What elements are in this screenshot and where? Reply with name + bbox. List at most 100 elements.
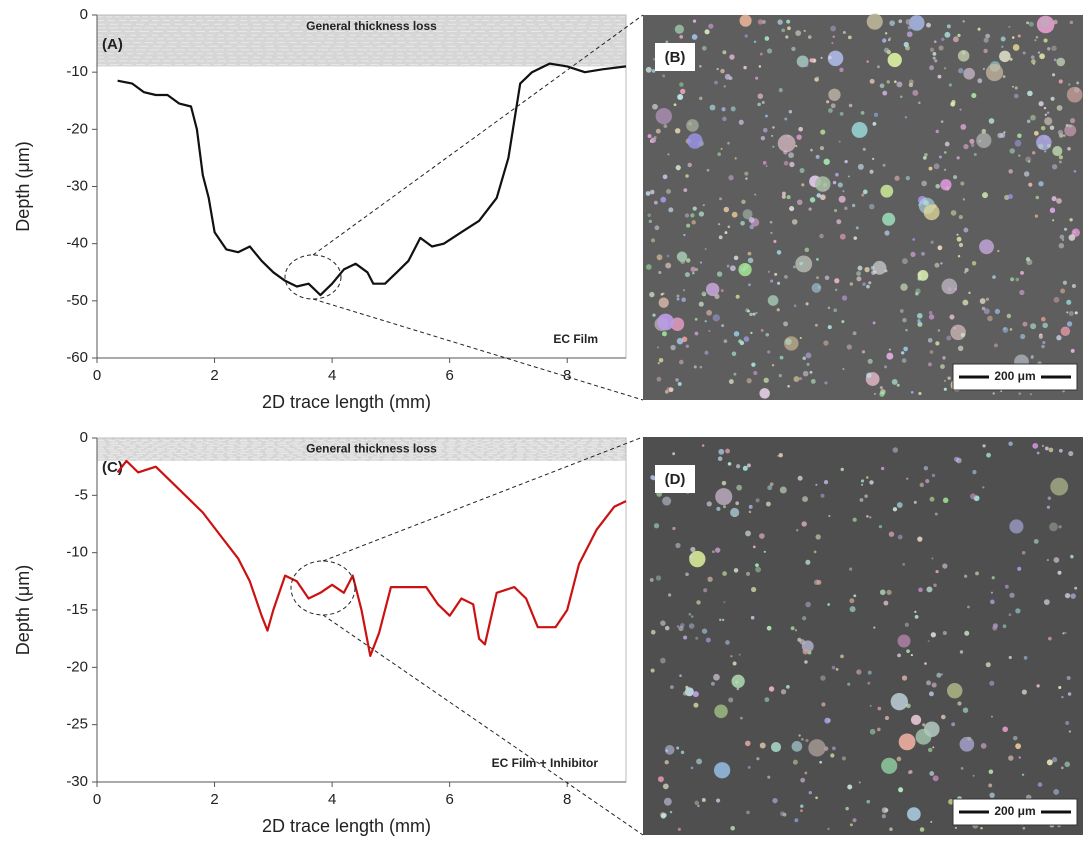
sem-particle [812, 283, 822, 293]
sem-particle [693, 207, 697, 211]
sem-particle [778, 134, 796, 152]
sem-particle [667, 255, 670, 258]
sem-particle [749, 217, 755, 223]
sem-particle [1065, 593, 1070, 598]
sem-particle [683, 234, 685, 236]
sem-particle [861, 484, 863, 486]
sem-particle [667, 153, 669, 155]
sem-particle [869, 170, 873, 174]
sem-particle [676, 165, 681, 170]
sem-particle [816, 534, 821, 539]
panel-label: (C) [102, 459, 123, 476]
sem-particle [902, 258, 908, 264]
sem-particle [708, 330, 710, 332]
sem-particle [703, 588, 707, 592]
sem-particle [756, 757, 759, 760]
sem-particle [905, 329, 907, 331]
sem-particle [894, 176, 899, 181]
sem-particle [1048, 637, 1052, 641]
sem-particle [897, 634, 910, 647]
sem-particle [1047, 144, 1051, 148]
sem-particle [935, 184, 940, 189]
sem-particle [1038, 144, 1043, 149]
sem-particle [815, 324, 818, 327]
sem-particle [718, 223, 720, 225]
sem-particle [685, 272, 690, 277]
sem-particle [683, 289, 685, 291]
sem-particle [1008, 442, 1012, 446]
sem-particle [1051, 97, 1055, 101]
sem-particle [802, 357, 806, 361]
zoom-line [323, 615, 643, 835]
sem-particle [801, 183, 804, 186]
sem-particle [1039, 101, 1044, 106]
sem-particle [777, 308, 780, 311]
sem-particle [930, 350, 934, 354]
sem-particle [889, 532, 894, 537]
sem-particle [692, 34, 698, 40]
sem-particle [1053, 20, 1057, 24]
sem-particle [797, 199, 803, 205]
sem-particle [824, 718, 830, 724]
sem-particle [934, 40, 937, 43]
sem-particle [1017, 567, 1021, 571]
sem-particle [711, 682, 715, 686]
sem-particle [866, 476, 869, 479]
sem-particle [958, 50, 970, 62]
sem-particle [997, 250, 999, 252]
sem-particle [766, 165, 768, 167]
sem-particle [722, 619, 724, 621]
sem-particle [840, 654, 844, 658]
sem-particle [693, 703, 698, 708]
sem-particle [881, 467, 884, 470]
sem-particle [896, 81, 902, 87]
sem-particle [1034, 539, 1039, 544]
sem-particle [880, 185, 893, 198]
sem-particle [820, 146, 824, 150]
sem-particle [739, 120, 744, 125]
sem-particle [853, 331, 857, 335]
sem-particle [717, 152, 721, 156]
sem-particle [1009, 656, 1012, 659]
sem-particle [929, 771, 934, 776]
sem-particle [1009, 148, 1015, 154]
sem-particle [930, 497, 935, 502]
sem-particle [924, 662, 927, 665]
sem-particle [860, 498, 864, 502]
sem-particle [864, 494, 868, 498]
sem-particle [1039, 335, 1043, 339]
sem-particle [787, 385, 790, 388]
sem-particle [1034, 131, 1039, 136]
sem-particle [716, 507, 720, 511]
sem-particle [918, 588, 923, 593]
sem-particle [941, 38, 944, 41]
sem-particle [990, 600, 995, 605]
sem-particle [1014, 94, 1019, 99]
sem-particle [658, 362, 660, 364]
sem-particle [1042, 445, 1044, 447]
sem-particle [923, 156, 927, 160]
sem-particle [975, 571, 979, 575]
sem-particle [1038, 782, 1043, 787]
sem-particle [706, 638, 711, 643]
sem-particle [738, 339, 742, 343]
sem-particle [964, 271, 967, 274]
sem-particle [899, 733, 916, 750]
sem-particle [734, 373, 737, 376]
sem-particle [884, 48, 889, 53]
sem-particle [934, 163, 940, 169]
sem-particle [911, 715, 921, 725]
sem-particle [677, 94, 683, 100]
image-label: (D) [665, 471, 686, 488]
sem-particle [893, 447, 898, 452]
sem-particle [932, 746, 934, 748]
sem-particle [801, 738, 804, 741]
sem-particle [789, 162, 794, 167]
sem-particle [708, 24, 713, 29]
sem-particle [1001, 37, 1006, 42]
sem-particle [968, 292, 970, 294]
sem-particle [1052, 73, 1055, 76]
sem-particle [917, 536, 922, 541]
sem-particle [804, 30, 806, 32]
sem-particle [1056, 58, 1065, 67]
